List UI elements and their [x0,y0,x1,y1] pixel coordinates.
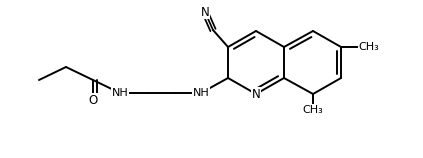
Text: NH: NH [112,88,128,98]
Text: CH₃: CH₃ [359,42,379,52]
Text: O: O [88,94,98,106]
Text: CH₃: CH₃ [302,105,323,115]
Text: N: N [201,6,209,18]
Text: NH: NH [192,88,209,98]
Text: N: N [252,88,261,100]
